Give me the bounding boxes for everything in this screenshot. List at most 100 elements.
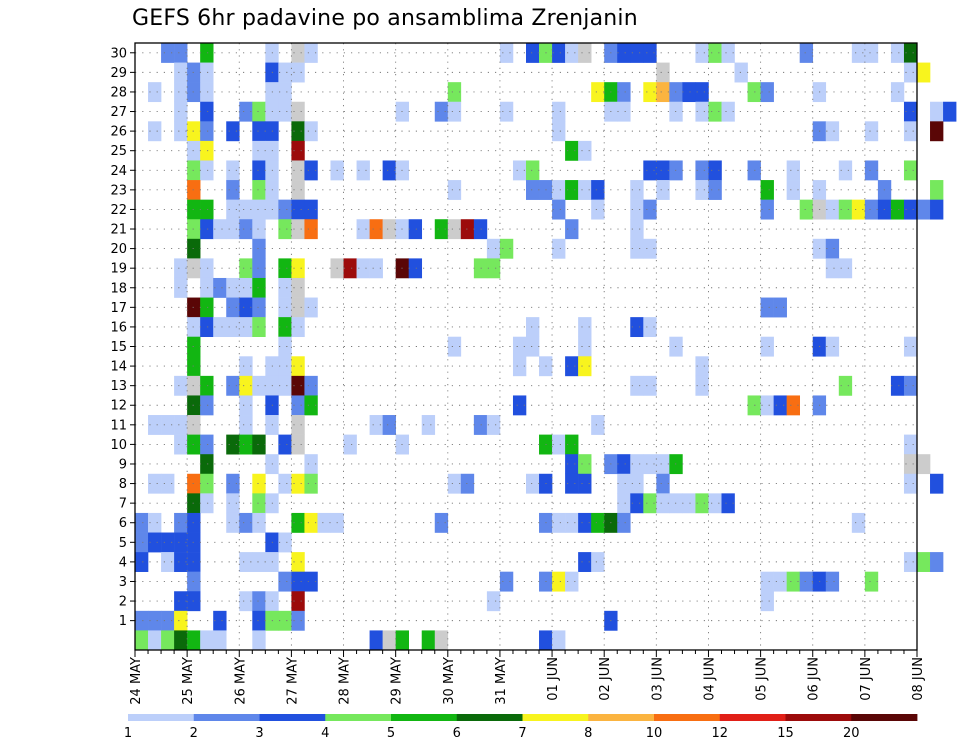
heatmap-cell	[161, 630, 175, 651]
heatmap-cell	[917, 62, 931, 83]
heatmap-cell	[291, 415, 305, 435]
heatmap-cell	[291, 434, 305, 455]
heatmap-cell	[617, 493, 631, 514]
heatmap-cell	[252, 277, 266, 298]
heatmap-cell	[695, 43, 709, 63]
heatmap-cell	[226, 219, 240, 240]
heatmap-cell	[291, 258, 305, 279]
heatmap-cell	[304, 454, 318, 475]
heatmap-cell	[695, 375, 709, 396]
heatmap-cell	[578, 552, 592, 572]
heatmap-cell	[200, 258, 214, 279]
heatmap-cell	[369, 258, 383, 279]
heatmap-cell	[695, 160, 709, 181]
heatmap-cell	[213, 630, 227, 651]
heatmap-cell	[721, 43, 735, 63]
y-tick-label: 15	[110, 340, 127, 355]
heatmap-cell	[838, 160, 853, 181]
y-tick-label: 11	[110, 418, 127, 433]
heatmap-cell	[174, 532, 188, 553]
x-tick-label: 28 MAY	[338, 657, 353, 705]
heatmap-cell	[291, 610, 305, 631]
heatmap-cell	[278, 571, 292, 592]
legend-label: 3	[255, 726, 263, 741]
heatmap-cell	[226, 199, 240, 220]
heatmap-cell	[695, 356, 709, 377]
legend-swatch	[522, 714, 589, 721]
x-tick-label: 27 MAY	[285, 657, 300, 705]
legend-swatch	[391, 714, 458, 721]
x-tick-label: 04 JUN	[702, 657, 717, 701]
heatmap-cell	[486, 258, 501, 279]
heatmap-cell	[174, 43, 188, 63]
legend-label: 10	[646, 726, 663, 741]
heatmap-cells	[135, 43, 957, 651]
heatmap-cell	[148, 512, 162, 533]
x-tick-label: 07 JUN	[859, 657, 874, 701]
heatmap-cell	[917, 552, 931, 572]
heatmap-cell	[825, 199, 840, 220]
heatmap-cell	[526, 160, 540, 181]
heatmap-cell	[278, 473, 292, 494]
heatmap-cell	[239, 277, 253, 298]
heatmap-cell	[526, 317, 540, 338]
heatmap-cell	[552, 43, 566, 63]
heatmap-cell	[291, 101, 305, 122]
heatmap-cell	[799, 571, 814, 592]
heatmap-cell	[656, 473, 670, 494]
heatmap-cell	[200, 473, 214, 494]
heatmap-cell	[239, 375, 253, 396]
y-tick-label: 24	[110, 164, 127, 179]
heatmap-cell	[903, 375, 918, 396]
heatmap-cell	[760, 297, 774, 318]
heatmap-cell	[512, 395, 527, 416]
heatmap-cell	[252, 160, 266, 181]
heatmap-cell	[760, 82, 774, 103]
chart-title: GEFS 6hr padavine po ansamblima Zrenjani…	[132, 6, 638, 31]
heatmap-cell	[161, 415, 175, 435]
heatmap-cell	[291, 473, 305, 494]
heatmap-cell	[200, 454, 214, 475]
legend-swatch	[128, 714, 195, 721]
heatmap-cell	[460, 219, 475, 240]
heatmap-cell	[656, 493, 670, 514]
legend-label: 15	[777, 726, 794, 741]
heatmap-cell	[239, 512, 253, 533]
heatmap-cell	[591, 552, 605, 572]
heatmap-cell	[226, 512, 240, 533]
x-tick-label: 03 JUN	[650, 657, 665, 701]
heatmap-cell	[682, 493, 696, 514]
heatmap-cell	[864, 121, 879, 142]
heatmap-cell	[200, 434, 214, 455]
heatmap-cell	[434, 219, 449, 240]
y-tick-label: 7	[119, 497, 127, 512]
heatmap-cell	[799, 199, 814, 220]
y-tick-label: 26	[110, 125, 127, 140]
heatmap-cell	[239, 552, 253, 572]
heatmap-cell	[903, 552, 918, 572]
heatmap-cell	[135, 512, 149, 533]
heatmap-cell	[552, 512, 566, 533]
colorbar-legend: 1 2 3 4 5 6 7 8 10 12 15 20	[124, 714, 918, 741]
heatmap-cell	[708, 160, 722, 181]
heatmap-cell	[174, 121, 188, 142]
heatmap-cell	[447, 101, 462, 122]
legend-swatch	[456, 714, 523, 721]
heatmap-cell	[252, 140, 266, 161]
heatmap-cell	[200, 375, 214, 396]
heatmap-cell	[252, 493, 266, 514]
heatmap-cell	[239, 356, 253, 377]
heatmap-cell	[864, 43, 879, 63]
heatmap-cell	[917, 454, 931, 475]
heatmap-cell	[278, 219, 292, 240]
heatmap-cell	[565, 140, 579, 161]
heatmap-cell	[630, 473, 644, 494]
heatmap-cell	[369, 415, 383, 435]
heatmap-cell	[200, 160, 214, 181]
heatmap-cell	[486, 238, 501, 259]
y-tick-label: 22	[110, 203, 127, 218]
heatmap-cell	[252, 552, 266, 572]
heatmap-cell	[278, 356, 292, 377]
heatmap-cell	[226, 473, 240, 494]
